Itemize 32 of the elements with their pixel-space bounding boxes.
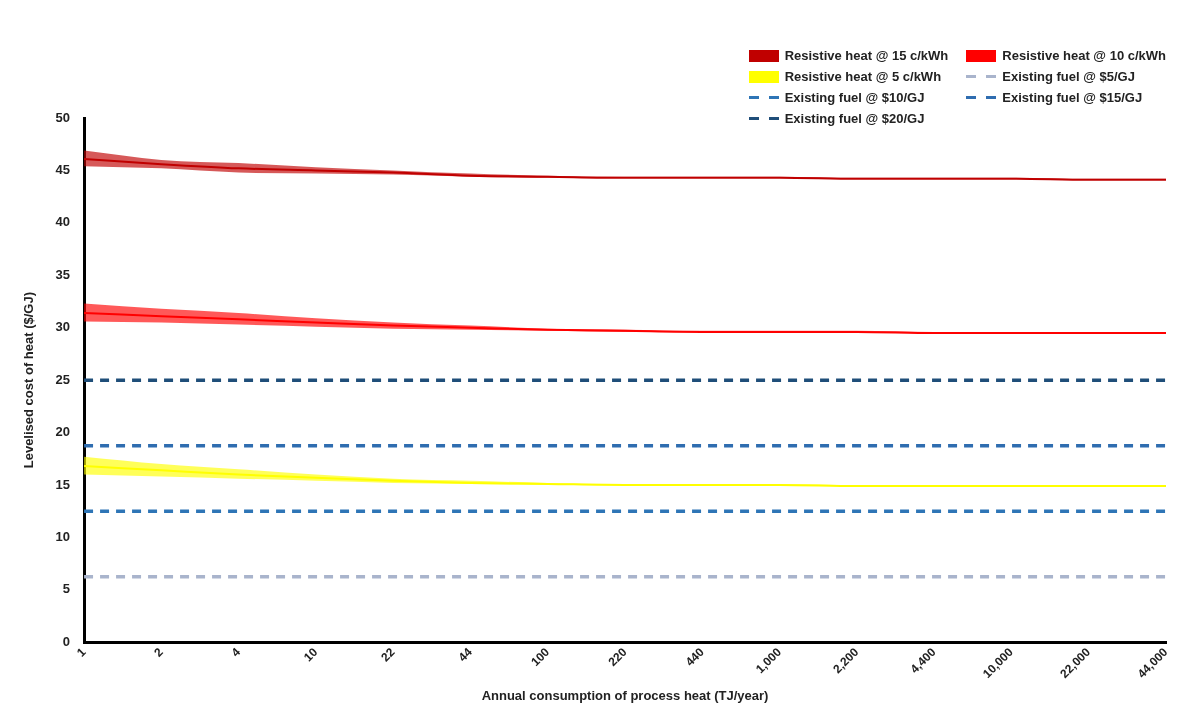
x-tick-label: 2: [151, 644, 167, 660]
y-tick-label: 40: [55, 214, 71, 230]
x-tick-label: 1: [73, 644, 89, 660]
legend-label: Resistive heat @ 5 c/kWh: [784, 69, 942, 84]
y-axis-title: Levelised cost of heat ($/GJ): [21, 291, 37, 469]
x-tick-label: 10: [301, 644, 321, 665]
x-tick-label: 220: [605, 644, 630, 669]
x-tick-label: 4: [228, 644, 244, 660]
x-tick-label: 22: [378, 644, 398, 665]
y-tick-label: 25: [55, 371, 71, 387]
y-tick-label: 10: [55, 528, 71, 544]
line-series: [83, 465, 1167, 488]
line-series: [83, 312, 1167, 334]
y-tick-label: 0: [62, 633, 71, 649]
legend-label: Resistive heat @ 10 c/kWh: [1002, 48, 1166, 63]
legend-label: Resistive heat @ 15 c/kWh: [784, 48, 949, 63]
legend-label: Existing fuel @ $5/GJ: [1002, 69, 1135, 84]
y-tick-label: 20: [55, 424, 71, 440]
legend-label: Existing fuel @ $10/GJ: [784, 90, 925, 105]
y-tick-label: 50: [55, 109, 71, 125]
x-axis-title: Annual consumption of process heat (TJ/year): [481, 687, 769, 703]
y-tick-label: 30: [55, 319, 71, 335]
legend-label: Existing fuel @ $15/GJ: [1002, 90, 1143, 105]
y-tick-label: 5: [62, 581, 71, 597]
legend-label: Existing fuel @ $20/GJ: [784, 111, 925, 126]
line-series: [83, 157, 1167, 181]
y-tick-label: 15: [55, 476, 71, 492]
y-tick-label: 45: [55, 162, 71, 177]
x-tick-label: 440: [682, 644, 707, 669]
x-tick-label: 44: [455, 644, 476, 665]
y-tick-label: 35: [55, 266, 71, 282]
x-tick-label: 100: [528, 644, 553, 669]
